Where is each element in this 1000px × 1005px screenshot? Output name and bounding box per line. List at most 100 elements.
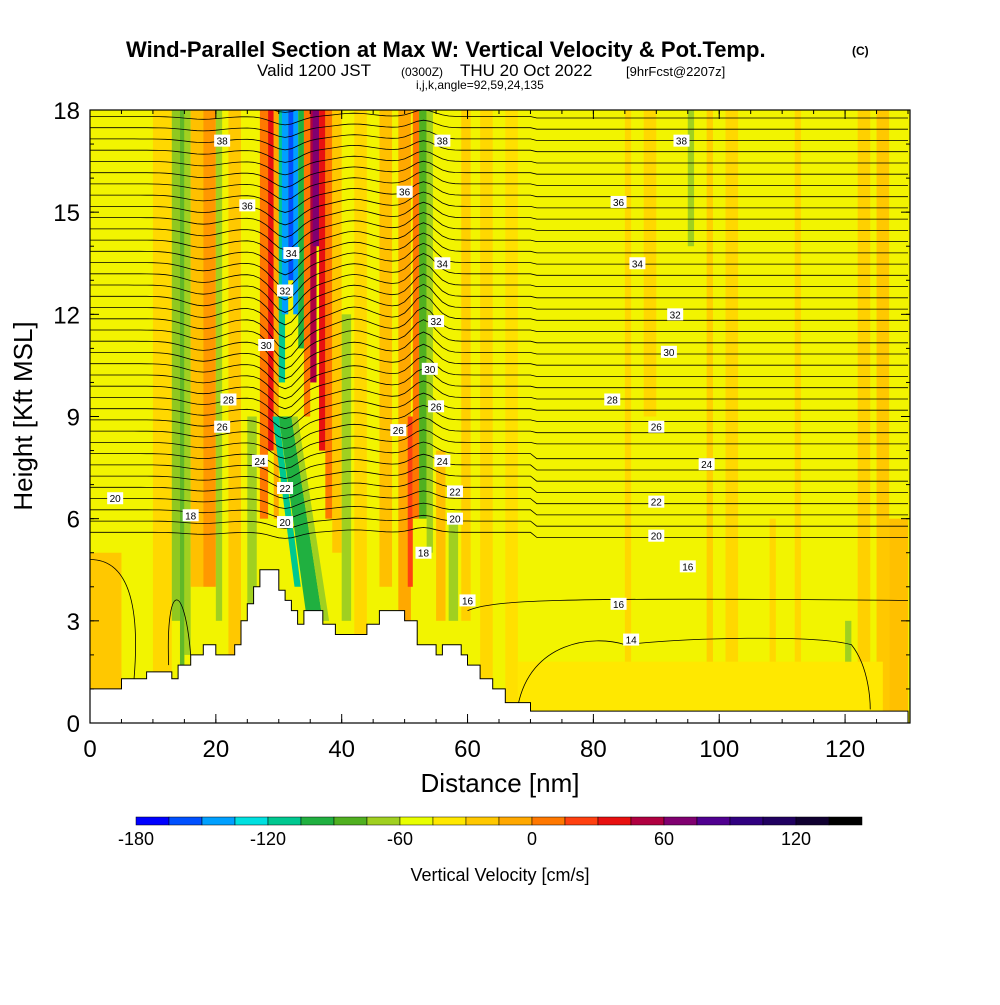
theta-label-text: 34 xyxy=(286,249,298,260)
theta-line-31 xyxy=(90,171,908,201)
field-band-29 xyxy=(412,110,420,519)
colorbar-swatch xyxy=(597,816,632,826)
theta-line-29 xyxy=(90,191,908,226)
theta-label-30-10-2: 30 xyxy=(660,345,677,359)
theta-label-bg xyxy=(434,257,451,270)
theta-line-7 xyxy=(90,441,908,470)
theta-label-bg xyxy=(415,546,432,559)
theta-line-28 xyxy=(90,201,908,238)
theta-label-22-5-1: 22 xyxy=(446,485,463,498)
y-tick-label: 12 xyxy=(53,302,80,329)
theta-line-15 xyxy=(90,343,908,390)
theta-line-14 xyxy=(517,637,871,710)
colorbar: -180 -120 -60 0 60 120 xyxy=(118,816,863,849)
theta-line-21 xyxy=(90,273,908,326)
theta-label-bg xyxy=(258,338,275,351)
x-tick-label: 20 xyxy=(202,736,229,763)
theta-label-38-14-2: 38 xyxy=(673,134,690,148)
colorbar-swatch xyxy=(465,816,500,826)
theta-label-18-3-1: 18 xyxy=(415,546,432,560)
colorbar-swatch xyxy=(531,816,566,826)
theta-label-bg xyxy=(679,560,696,573)
field-band-diag-2 xyxy=(291,416,330,621)
field-band-36 xyxy=(505,110,518,723)
colorbar-label: Vertical Velocity [cm/s] xyxy=(410,865,589,885)
theta-label-text: 16 xyxy=(613,600,625,611)
field-band-10 xyxy=(259,110,269,519)
y-tick-label: 3 xyxy=(67,609,80,636)
colorbar-swatch xyxy=(729,816,764,826)
field-band-42 xyxy=(769,518,776,723)
theta-line-9 xyxy=(90,417,908,450)
field-band-45 xyxy=(857,110,871,723)
theta-label-34-12-0: 34 xyxy=(283,247,300,260)
theta-label-text: 38 xyxy=(676,137,688,148)
theta-label-text: 22 xyxy=(651,498,663,509)
field-band-20 xyxy=(312,110,320,247)
colorbar-tick-label: -60 xyxy=(387,829,413,849)
theta-line-left-cell xyxy=(90,559,136,679)
theta-line-17 xyxy=(90,319,908,370)
theta-line-13 xyxy=(90,368,908,410)
theta-label-bg xyxy=(623,633,640,646)
colorbar-swatch xyxy=(333,816,368,826)
theta-label-bg xyxy=(277,284,294,297)
theta-label-bg xyxy=(428,315,445,328)
theta-label-28-9-0: 28 xyxy=(220,393,237,406)
theta-label-text: 24 xyxy=(254,457,266,468)
theta-label-26-7-2: 26 xyxy=(648,420,665,434)
colorbar-swatch xyxy=(300,816,335,826)
theta-label-36-13-2: 36 xyxy=(610,195,627,209)
colorbar-swatch xyxy=(795,816,830,826)
field-band-32 xyxy=(436,450,446,621)
field-band-2 xyxy=(171,110,180,621)
colorbar-swatch xyxy=(498,816,533,826)
field-band-25 xyxy=(354,110,367,723)
theta-label-bg xyxy=(698,458,715,471)
chart-subtitle-valid: Valid 1200 JST xyxy=(257,61,371,80)
theta-label-text: 20 xyxy=(110,494,122,505)
field-band-26 xyxy=(379,110,393,587)
theta-label-38-14-0: 38 xyxy=(214,134,231,148)
field-band-34 xyxy=(461,110,471,621)
theta-line-26 xyxy=(90,222,908,263)
x-axis-label: Distance [nm] xyxy=(421,768,580,798)
theta-label-bg xyxy=(428,400,445,413)
y-tick-label: 0 xyxy=(67,711,80,738)
colorbar-swatch xyxy=(399,816,434,826)
theta-line-6 xyxy=(90,453,908,480)
theta-label-bg xyxy=(421,362,438,375)
field-band-16 xyxy=(293,110,299,315)
theta-label-bg xyxy=(251,454,268,467)
colorbar-swatch xyxy=(432,816,467,826)
x-axis: 0 20 40 60 80 100 120 xyxy=(83,110,909,763)
theta-label-bg xyxy=(107,492,124,505)
field-band-35 xyxy=(480,110,493,723)
theta-label-20-4-3: 20 xyxy=(648,529,665,543)
theta-label-bg xyxy=(648,420,665,433)
field-band-17 xyxy=(298,110,304,349)
theta-line-16 xyxy=(467,598,909,611)
theta-label-26-7-0: 26 xyxy=(214,420,231,434)
theta-label-32-11-0: 32 xyxy=(277,284,294,297)
colorbar-swatch xyxy=(234,816,269,826)
theta-label-16-1-0: 16 xyxy=(459,594,476,607)
field-band-3 xyxy=(179,110,185,723)
field-band-6 xyxy=(203,110,216,587)
theta-label-text: 30 xyxy=(424,365,436,376)
theta-label-text: 34 xyxy=(437,259,449,270)
theta-label-text: 28 xyxy=(223,395,235,406)
theta-line-32 xyxy=(90,160,908,188)
theta-label-text: 22 xyxy=(449,487,461,498)
theta-label-bg xyxy=(446,485,463,498)
theta-label-bg xyxy=(220,393,237,406)
theta-label-32-11-2: 32 xyxy=(667,308,684,321)
theta-label-38-14-1: 38 xyxy=(434,134,451,148)
theta-label-bg xyxy=(673,134,690,147)
theta-label-text: 30 xyxy=(663,348,675,359)
theta-label-text: 30 xyxy=(261,341,273,352)
field-band-33 xyxy=(448,518,459,621)
field-band-surface xyxy=(517,661,883,712)
theta-label-text: 36 xyxy=(613,198,625,209)
